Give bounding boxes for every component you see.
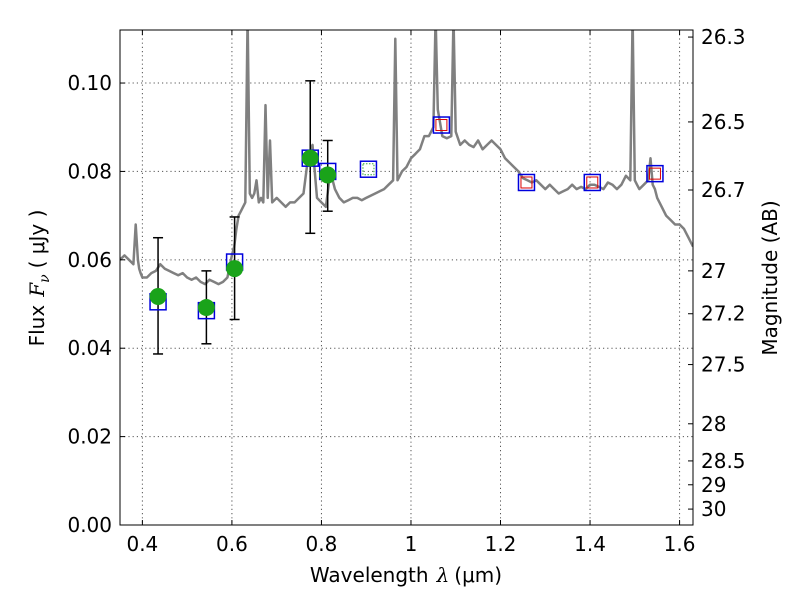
magnitude-axis-label: Magnitude (AB): [758, 200, 782, 355]
magnitude-tick-label: 26.5: [701, 110, 746, 134]
red-inner-box: [435, 119, 448, 132]
magnitude-tick-label: 29: [701, 473, 726, 497]
detection-point: [301, 149, 319, 167]
plot-frame: [119, 29, 694, 526]
detection-point: [226, 260, 244, 278]
magnitude-tick-label: 28.5: [701, 449, 746, 473]
y-tick-label: 0.04: [67, 336, 112, 360]
green-inner-box: [362, 163, 375, 176]
y-tick-label: 0.00: [67, 513, 112, 537]
x-tick-label: 1.4: [574, 532, 606, 556]
x-tick-label: 1.2: [485, 532, 517, 556]
plot-area: [120, 30, 693, 355]
x-axis-label: Wavelength λ (μm): [310, 563, 502, 587]
y-tick-label: 0.06: [67, 248, 112, 272]
detection-point: [319, 166, 337, 184]
detection-point: [197, 299, 215, 317]
x-axis-ticks: 0.4 0.6 0.8 1 1.2 1.4 1.6: [126, 30, 695, 556]
magnitude-tick-label: 30: [701, 497, 726, 521]
model-box: [432, 116, 451, 134]
magnitude-tick-label: 27.2: [701, 302, 746, 326]
y-axis-label: FluxFν( μJy ): [25, 210, 53, 347]
sed-spectrum-line: [120, 30, 693, 286]
model-box: [359, 160, 378, 178]
x-tick-label: 1.6: [664, 532, 696, 556]
magnitude-tick-label: 27.5: [701, 353, 746, 377]
detection-point: [149, 288, 167, 306]
model-box: [646, 164, 664, 183]
y-tick-label: 0.08: [67, 159, 112, 183]
red-inner-box: [520, 176, 533, 189]
red-inner-box: [586, 176, 599, 189]
errorbar-layer: [153, 80, 333, 355]
model-box-layer: [149, 116, 664, 320]
sed-spectrum-layer: [120, 30, 693, 286]
magnitude-tick-label: 26.3: [701, 25, 746, 49]
y-tick-label: 0.10: [67, 71, 112, 95]
x-tick-label: 0.6: [216, 532, 248, 556]
magnitude-tick-label: 27: [701, 259, 726, 283]
magnitude-tick-label: 26.7: [701, 178, 746, 202]
y-tick-label: 0.02: [67, 425, 112, 449]
red-inner-box: [648, 167, 661, 180]
y-axis-ticks: 0.00 0.02 0.04 0.06 0.08 0.10: [67, 71, 125, 537]
model-box: [583, 173, 602, 192]
x-tick-label: 0.4: [126, 532, 158, 556]
magnitude-tick-label: 28: [701, 412, 726, 436]
x-tick-label: 1: [405, 532, 418, 556]
detection-layer: [149, 149, 337, 317]
model-box: [517, 173, 536, 192]
x-tick-label: 0.8: [306, 532, 338, 556]
